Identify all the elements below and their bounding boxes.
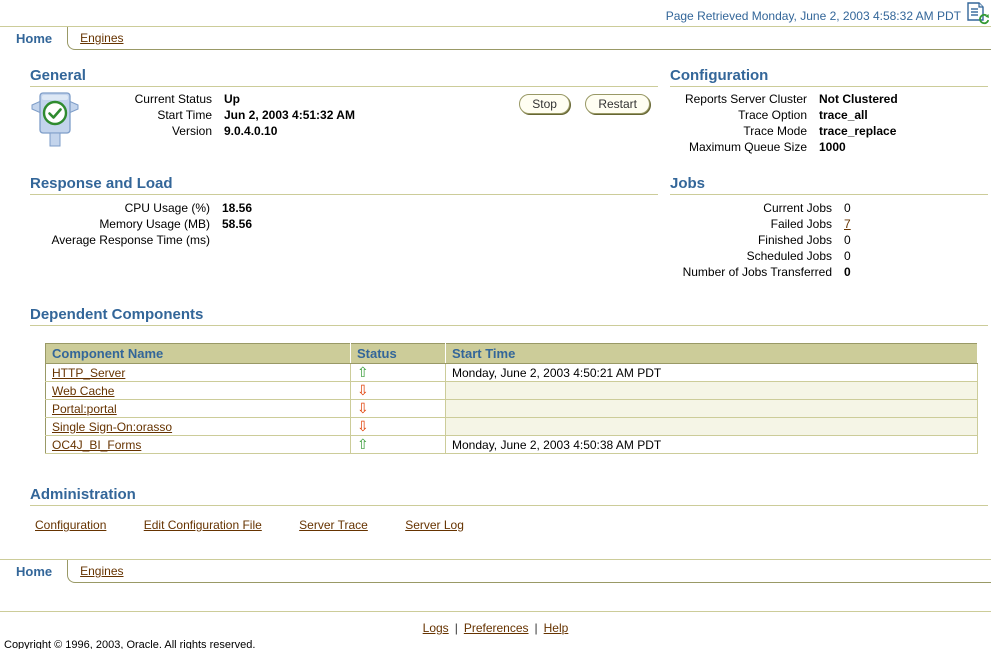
column-header-start-time: Start Time (445, 343, 978, 364)
dependent-components-title: Dependent Components (30, 306, 988, 326)
table-row: OC4J_BI_Forms ⇧ Monday, June 2, 2003 4:5… (45, 435, 978, 454)
field-value: 0 (844, 233, 851, 247)
start-time-cell: Monday, June 2, 2003 4:50:38 AM PDT (445, 435, 978, 454)
field-value: Not Clustered (819, 92, 898, 106)
column-header-component-name: Component Name (45, 343, 351, 364)
field-label: Memory Usage (MB) (99, 217, 210, 231)
status-up-icon: ⇧ (357, 364, 369, 380)
field-value: 1000 (819, 140, 846, 154)
component-link[interactable]: Web Cache (52, 383, 115, 398)
component-link[interactable]: OC4J_BI_Forms (52, 437, 142, 452)
table-row: Web Cache ⇩ (45, 381, 978, 400)
field-value: 9.0.4.0.10 (224, 124, 278, 138)
administration-links: Configuration Edit Configuration File Se… (30, 518, 988, 532)
field-label: Start Time (157, 108, 212, 122)
field-label: Average Response Time (ms) (51, 233, 210, 247)
administration-title: Administration (30, 486, 988, 506)
tab-home-bottom[interactable]: Home (16, 564, 53, 579)
failed-jobs-link[interactable]: 7 (844, 217, 851, 231)
field-label: Trace Mode (743, 124, 807, 138)
page-refresh-icon[interactable] (965, 2, 990, 25)
column-header-status: Status (350, 343, 446, 364)
configuration-title: Configuration (670, 67, 988, 87)
field-value: 0 (844, 265, 851, 279)
footer-links: Logs | Preferences | Help (422, 621, 569, 635)
field-label: Maximum Queue Size (688, 140, 807, 154)
footer-link-help[interactable]: Help (543, 621, 569, 635)
field-value: 58.56 (222, 217, 253, 231)
general-section: General Current Status Up (30, 67, 658, 155)
admin-link-server-trace[interactable]: Server Trace (299, 518, 368, 532)
field-value: trace_all (819, 108, 868, 122)
general-title: General (30, 67, 658, 87)
status-up-check-icon (30, 91, 80, 147)
table-row: Single Sign-On:orasso ⇩ (45, 417, 978, 436)
stop-button[interactable]: Stop (519, 94, 570, 114)
field-label: CPU Usage (%) (124, 201, 210, 215)
tab-engines-bottom[interactable]: Engines (80, 564, 124, 578)
status-down-icon: ⇩ (357, 382, 369, 398)
admin-link-edit-configuration-file[interactable]: Edit Configuration File (143, 518, 262, 532)
field-label: Number of Jobs Transferred (682, 265, 832, 279)
top-bar: Page Retrieved Monday, June 2, 2003 4:58… (0, 0, 991, 26)
response-load-title: Response and Load (30, 175, 658, 195)
footer-link-logs[interactable]: Logs (422, 621, 449, 635)
field-value: trace_replace (819, 124, 897, 138)
field-value: 0 (844, 201, 851, 215)
field-value: 18.56 (222, 201, 253, 215)
page-retrieved-timestamp: Page Retrieved Monday, June 2, 2003 4:58… (665, 9, 961, 23)
field-value: Jun 2, 2003 4:51:32 AM (224, 108, 355, 122)
configuration-section: Configuration Reports Server Cluster Not… (670, 67, 988, 155)
field-value (222, 232, 658, 248)
tab-engines[interactable]: Engines (80, 31, 124, 45)
start-time-cell (445, 417, 978, 436)
jobs-section: Jobs Current Jobs 0 Failed Jobs 7 Finish… (670, 175, 988, 280)
restart-button[interactable]: Restart (585, 94, 650, 114)
field-label: Current Status (134, 92, 212, 106)
tab-bar-bottom: Home Engines (0, 559, 991, 583)
field-label: Finished Jobs (757, 233, 832, 247)
table-row: HTTP_Server ⇧ Monday, June 2, 2003 4:50:… (45, 363, 978, 382)
field-value: 0 (844, 249, 851, 263)
tab-bar-top: Home Engines (0, 26, 991, 50)
footer-divider (0, 611, 991, 612)
field-label: Scheduled Jobs (746, 249, 832, 263)
field-label: Version (171, 124, 212, 138)
tab-strip: Engines (67, 27, 991, 50)
admin-link-server-log[interactable]: Server Log (405, 518, 464, 532)
footer-link-preferences[interactable]: Preferences (463, 621, 529, 635)
jobs-title: Jobs (670, 175, 988, 195)
field-label: Failed Jobs (770, 217, 832, 231)
status-down-icon: ⇩ (357, 418, 369, 434)
status-down-icon: ⇩ (357, 400, 369, 416)
tab-home[interactable]: Home (16, 31, 53, 46)
component-link[interactable]: Portal:portal (52, 401, 117, 416)
start-time-cell (445, 381, 978, 400)
component-link[interactable]: Single Sign-On:orasso (52, 419, 173, 434)
start-time-cell: Monday, June 2, 2003 4:50:21 AM PDT (445, 363, 978, 382)
admin-link-configuration[interactable]: Configuration (35, 518, 107, 532)
field-value: Up (224, 92, 240, 106)
copyright-text: Copyright © 1996, 2003, Oracle. All righ… (4, 639, 256, 649)
component-link[interactable]: HTTP_Server (52, 365, 126, 380)
field-label: Reports Server Cluster (684, 92, 807, 106)
response-load-section: Response and Load CPU Usage (%) 18.56 Me… (30, 175, 658, 280)
field-label: Current Jobs (763, 201, 832, 215)
tab-strip-bottom: Engines (67, 560, 991, 583)
field-label: Trace Option (738, 108, 807, 122)
table-row: Portal:portal ⇩ (45, 399, 978, 418)
status-up-icon: ⇧ (357, 436, 369, 452)
start-time-cell (445, 399, 978, 418)
dependent-components-table: Component Name Status Start Time HTTP_Se… (45, 343, 978, 454)
